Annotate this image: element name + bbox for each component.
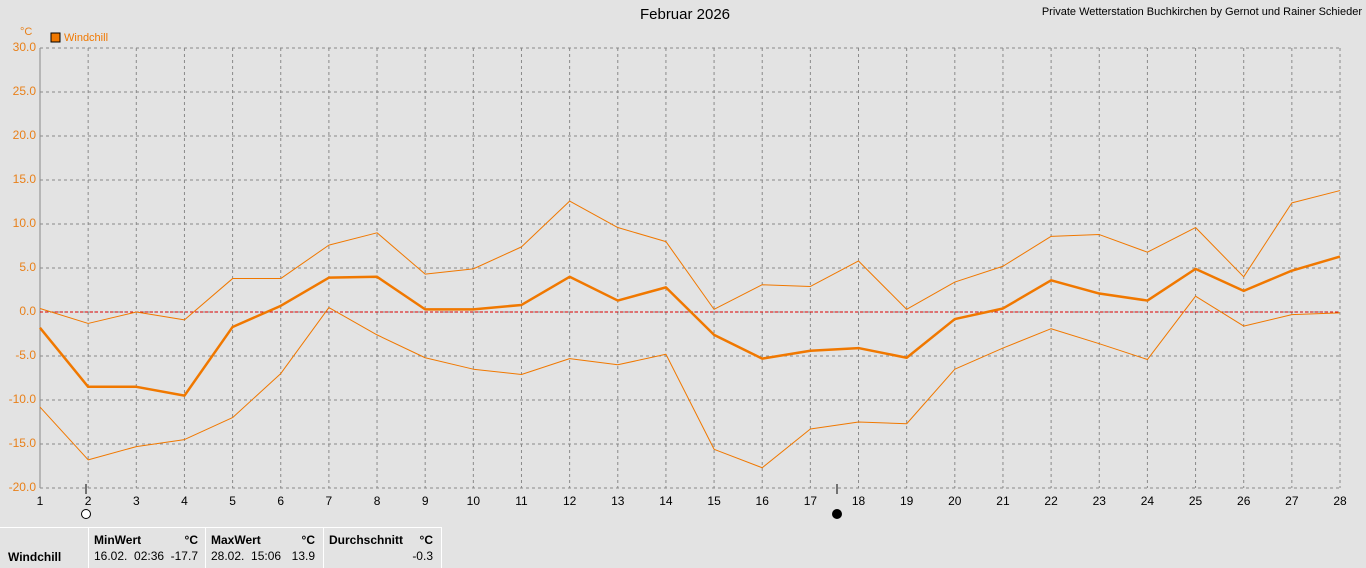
column-header: Durchschnitt xyxy=(329,533,403,547)
x-tick-label: 24 xyxy=(1141,494,1155,508)
value-cell: -0.3 xyxy=(412,549,433,563)
series-line xyxy=(39,255,1341,397)
x-tick-label: 14 xyxy=(659,494,673,508)
row-label: Windchill xyxy=(8,550,61,564)
x-tick-label: 21 xyxy=(996,494,1010,508)
x-tick-label: 6 xyxy=(277,494,284,508)
x-tick-label: 4 xyxy=(181,494,188,508)
x-tick-label: 16 xyxy=(756,494,770,508)
y-tick-label: -20.0 xyxy=(9,480,37,494)
time-cell: 16.02. 02:36 xyxy=(94,549,164,563)
x-tick-label: 28 xyxy=(1333,494,1347,508)
x-tick-label: 7 xyxy=(326,494,333,508)
x-tick-label: 15 xyxy=(707,494,721,508)
x-tick-label: 8 xyxy=(374,494,381,508)
x-tick-label: 26 xyxy=(1237,494,1251,508)
x-tick-label: 5 xyxy=(229,494,236,508)
x-tick-label: 20 xyxy=(948,494,962,508)
column-unit: °C xyxy=(420,533,434,547)
y-tick-label: -10.0 xyxy=(9,392,37,406)
series-line xyxy=(39,295,1341,469)
y-unit: °C xyxy=(20,26,32,38)
y-tick-label: 30.0 xyxy=(13,40,37,54)
x-tick-label: 2 xyxy=(85,494,92,508)
y-tick-label: -5.0 xyxy=(15,348,36,362)
y-tick-label: 20.0 xyxy=(13,128,37,142)
x-tick-label: 10 xyxy=(467,494,481,508)
value-cell: 13.9 xyxy=(292,549,316,563)
value-cell: -17.7 xyxy=(171,549,199,563)
stats-table: Windchill MinWert °C 16.02. 02:36 -17.7 MaxW… xyxy=(0,527,1366,568)
legend-swatch xyxy=(50,32,61,43)
column-header: MaxWert xyxy=(211,533,261,547)
full-moon-icon xyxy=(81,509,91,519)
column-unit: °C xyxy=(302,533,316,547)
table-bg xyxy=(0,527,1366,568)
y-tick-label: 0.0 xyxy=(19,304,36,318)
new-moon-icon xyxy=(832,509,842,519)
x-tick-label: 23 xyxy=(1093,494,1107,508)
x-tick-label: 9 xyxy=(422,494,429,508)
time-cell: 28.02. 15:06 xyxy=(211,549,281,563)
x-tick-label: 1 xyxy=(37,494,44,508)
x-tick-label: 13 xyxy=(611,494,625,508)
column-unit: °C xyxy=(185,533,199,547)
chart-title: Februar 2026 xyxy=(640,6,730,23)
series-line xyxy=(39,190,1341,324)
y-tick-label: 5.0 xyxy=(19,260,36,274)
x-tick-label: 17 xyxy=(804,494,818,508)
credit: Private Wetterstation Buchkirchen by Ger… xyxy=(1042,6,1363,18)
x-tick-label: 19 xyxy=(900,494,914,508)
column-header: MinWert xyxy=(94,533,141,547)
x-tick-label: 18 xyxy=(852,494,866,508)
x-tick-label: 12 xyxy=(563,494,577,508)
x-tick-label: 22 xyxy=(1044,494,1058,508)
y-tick-label: 25.0 xyxy=(13,84,37,98)
x-tick-label: 25 xyxy=(1189,494,1203,508)
y-tick-label: 10.0 xyxy=(13,216,37,230)
y-tick-label: 15.0 xyxy=(13,172,37,186)
x-tick-label: 11 xyxy=(515,494,528,508)
y-tick-label: -15.0 xyxy=(9,436,37,450)
x-tick-label: 3 xyxy=(133,494,140,508)
x-tick-label: 27 xyxy=(1285,494,1299,508)
legend-label: Windchill xyxy=(64,32,108,44)
